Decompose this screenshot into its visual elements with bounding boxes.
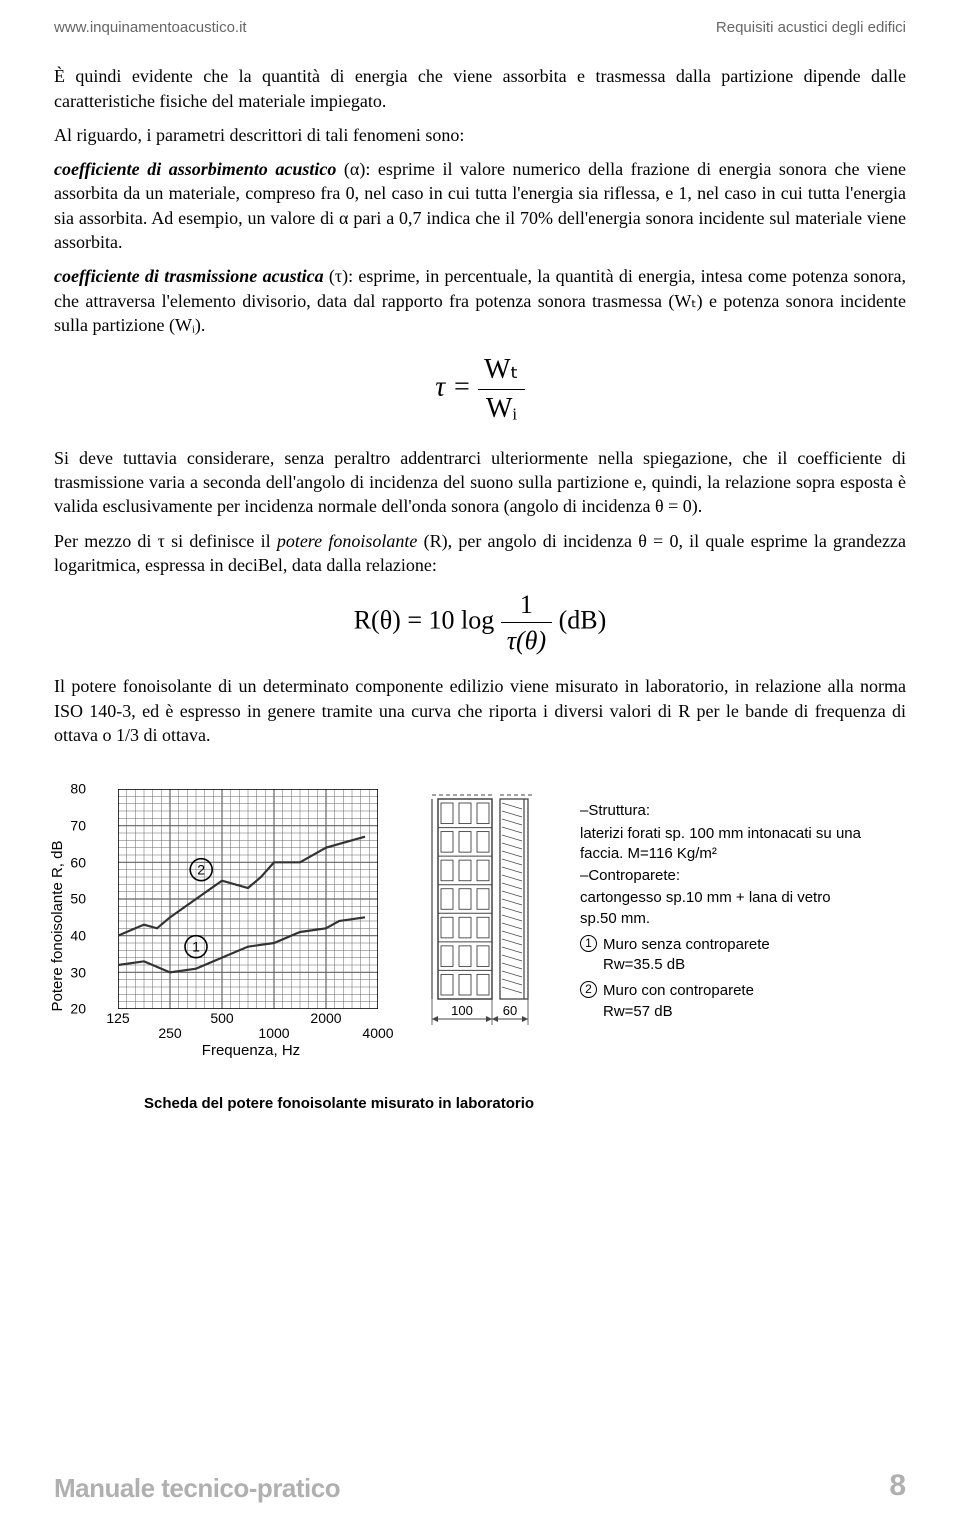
wall-svg: 100 60 xyxy=(402,789,562,1049)
legend-1-marker: 1 xyxy=(580,935,597,952)
term-absorption: coefficiente di assorbimento acustico xyxy=(54,159,336,179)
equation-tau: τ = Wₜ Wᵢ xyxy=(54,351,906,428)
term-potere: potere fonoisolante xyxy=(277,531,418,551)
eq2-lhs: R(θ) = 10 log xyxy=(354,606,495,635)
eq1-num: Wₜ xyxy=(478,351,525,390)
legend-1a: Muro senza controparete xyxy=(603,936,770,953)
paragraph-2: Al riguardo, i parametri descrittori di … xyxy=(54,123,906,147)
chart: Potere fonoisolante R, dB 20304050607080… xyxy=(84,789,384,1061)
svg-text:60: 60 xyxy=(503,1003,517,1018)
header-title: Requisiti acustici degli edifici xyxy=(716,18,906,38)
desc-contro-h: –Controparete: xyxy=(580,866,870,886)
svg-text:100: 100 xyxy=(451,1003,473,1018)
eq1-lhs: τ = xyxy=(435,372,471,403)
header-url: www.inquinamentoacustico.it xyxy=(54,18,247,38)
eq2-den: τ(θ) xyxy=(501,623,552,658)
eq2-unit: (dB) xyxy=(559,606,607,635)
desc-contro-b: cartongesso sp.10 mm + lana di vetro sp.… xyxy=(580,888,870,929)
chart-svg: 12 xyxy=(118,789,378,1009)
paragraph-6a: Per mezzo di τ si definisce il xyxy=(54,531,277,551)
chart-ylabel: Potere fonoisolante R, dB xyxy=(48,840,68,1011)
paragraph-3: coefficiente di assorbimento acustico (α… xyxy=(54,157,906,254)
figure: Potere fonoisolante R, dB 20304050607080… xyxy=(54,789,906,1061)
page-footer: Manuale tecnico-pratico 8 xyxy=(54,1466,906,1507)
paragraph-1: È quindi evidente che la quantità di ene… xyxy=(54,64,906,113)
legend-1b: Rw=35.5 dB xyxy=(603,956,685,973)
page-number: 8 xyxy=(889,1466,906,1507)
term-transmission: coefficiente di trasmissione acustica xyxy=(54,266,324,286)
figure-caption: Scheda del potere fonoisolante misurato … xyxy=(144,1094,906,1114)
equation-r: R(θ) = 10 log 1 τ(θ) (dB) xyxy=(54,587,906,658)
paragraph-4: coefficiente di trasmissione acustica (τ… xyxy=(54,264,906,337)
wall-diagram: 100 60 xyxy=(402,789,562,1049)
eq1-den: Wᵢ xyxy=(478,390,525,428)
svg-text:2: 2 xyxy=(197,862,205,878)
eq2-num: 1 xyxy=(501,587,552,623)
legend-2a: Muro con controparete xyxy=(603,982,754,999)
svg-text:1: 1 xyxy=(192,939,200,955)
chart-xlabel: Frequenza, Hz xyxy=(118,1041,384,1061)
paragraph-5: Si deve tuttavia considerare, senza pera… xyxy=(54,446,906,519)
figure-description: –Struttura: laterizi forati sp. 100 mm i… xyxy=(580,789,870,1022)
footer-title: Manuale tecnico-pratico xyxy=(54,1471,340,1506)
legend-2-marker: 2 xyxy=(580,981,597,998)
paragraph-7: Il potere fonoisolante di un determinato… xyxy=(54,674,906,747)
legend-2b: Rw=57 dB xyxy=(603,1003,673,1020)
paragraph-6: Per mezzo di τ si definisce il potere fo… xyxy=(54,529,906,578)
page-header: www.inquinamentoacustico.it Requisiti ac… xyxy=(54,18,906,38)
desc-struttura-h: –Struttura: xyxy=(580,801,870,821)
desc-struttura-b: laterizi forati sp. 100 mm intonacati su… xyxy=(580,824,870,865)
